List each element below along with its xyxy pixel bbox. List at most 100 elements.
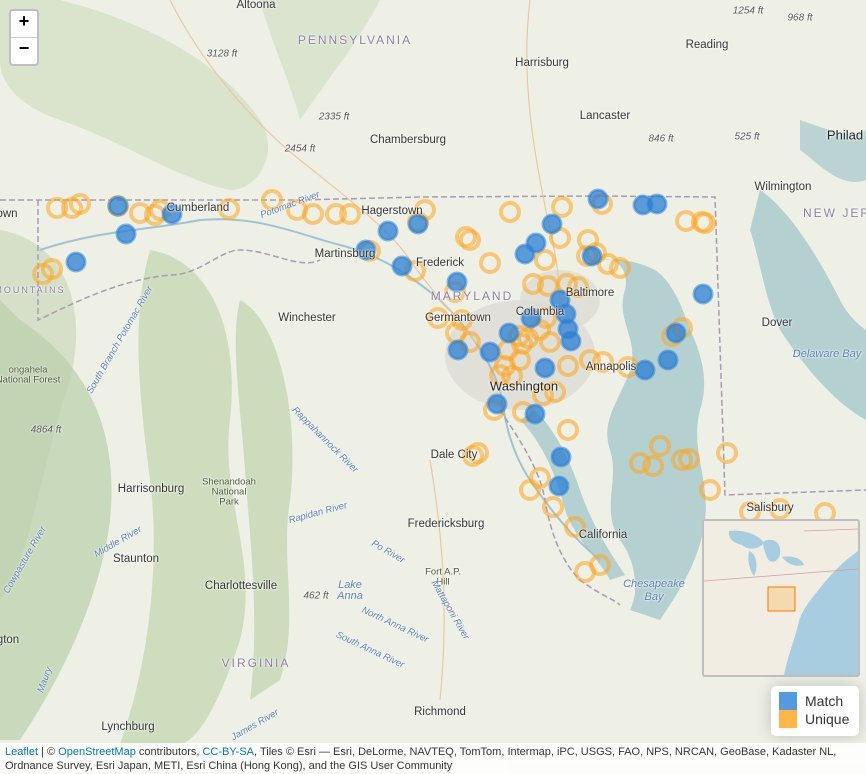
unique-marker[interactable] <box>261 189 283 211</box>
unique-marker[interactable] <box>501 365 523 387</box>
label-california: California <box>578 529 628 541</box>
unique-marker[interactable] <box>534 249 556 271</box>
unique-marker[interactable] <box>32 263 54 285</box>
label-elev-2454: 2454 ft <box>284 143 316 155</box>
unique-marker[interactable] <box>699 479 721 501</box>
unique-marker[interactable] <box>574 561 596 583</box>
match-marker[interactable] <box>377 220 399 242</box>
label-dover: Dover <box>761 317 793 329</box>
match-marker[interactable] <box>514 243 536 265</box>
match-marker[interactable] <box>520 307 542 329</box>
unique-marker[interactable] <box>769 498 791 520</box>
match-marker[interactable] <box>587 188 609 210</box>
unique-marker[interactable] <box>597 253 619 275</box>
minimap[interactable] <box>702 519 860 677</box>
unique-marker[interactable] <box>462 445 484 467</box>
unique-marker[interactable] <box>691 211 713 233</box>
unique-marker[interactable] <box>544 381 566 403</box>
label-pennsylvania: PENNSYLVANIA <box>297 33 413 47</box>
match-marker[interactable] <box>646 193 668 215</box>
unique-marker[interactable] <box>129 202 151 224</box>
minimap-viewport[interactable] <box>767 586 796 612</box>
unique-marker[interactable] <box>678 448 700 470</box>
match-marker[interactable] <box>557 318 579 340</box>
markers-layer <box>32 188 836 583</box>
label-columbia: Columbia <box>515 306 565 318</box>
label-baltimore: Baltimore <box>565 287 615 299</box>
unique-marker[interactable] <box>642 455 664 477</box>
label-elev-846: 846 ft <box>648 133 674 145</box>
zoom-out-button[interactable]: − <box>18 38 30 58</box>
unique-marker[interactable] <box>218 198 240 220</box>
label-winchester: Winchester <box>278 312 336 324</box>
label-dale-city: Dale City <box>430 449 478 461</box>
label-hagerstown: Hagerstown <box>361 205 423 217</box>
match-marker[interactable] <box>115 223 137 245</box>
unique-marker[interactable] <box>564 516 586 538</box>
label-elev-1254: 1254 ft <box>732 5 764 17</box>
match-marker[interactable] <box>548 475 570 497</box>
unique-marker[interactable] <box>592 351 614 373</box>
unique-marker[interactable] <box>427 307 449 329</box>
unique-marker[interactable] <box>69 193 91 215</box>
unique-marker[interactable] <box>557 419 579 441</box>
label-harrisburg: Harrisburg <box>515 57 569 69</box>
unique-marker[interactable] <box>302 203 324 225</box>
unique-marker[interactable] <box>459 229 481 251</box>
label-national-forest: National Forest <box>0 374 61 386</box>
unique-marker[interactable] <box>629 452 651 474</box>
unique-marker[interactable] <box>567 276 589 298</box>
match-marker[interactable] <box>479 341 501 363</box>
match-marker[interactable] <box>107 195 129 217</box>
match-marker[interactable] <box>355 239 377 261</box>
label-reading: Reading <box>685 39 729 51</box>
match-marker[interactable] <box>498 322 520 344</box>
match-marker[interactable] <box>581 245 603 267</box>
match-marker[interactable] <box>657 349 679 371</box>
unique-marker[interactable] <box>609 257 631 279</box>
osm-link[interactable]: OpenStreetMap <box>58 746 136 758</box>
label-philadelphia: Philad <box>826 127 864 143</box>
unique-marker[interactable] <box>489 364 511 386</box>
unique-marker[interactable] <box>519 479 541 501</box>
unique-marker[interactable] <box>499 201 521 223</box>
unique-marker[interactable] <box>522 273 544 295</box>
match-marker[interactable] <box>550 446 572 468</box>
attribution: Leaflet | © OpenStreetMap contributors, … <box>0 743 866 774</box>
match-marker[interactable] <box>665 322 687 344</box>
unique-marker[interactable] <box>579 349 601 371</box>
unique-marker[interactable] <box>649 435 671 457</box>
unique-marker[interactable] <box>532 384 554 406</box>
unique-marker[interactable] <box>551 196 573 218</box>
minimap-svg <box>704 521 858 675</box>
unique-marker[interactable] <box>325 203 347 225</box>
match-marker[interactable] <box>446 271 468 293</box>
unique-marker[interactable] <box>716 442 738 464</box>
match-marker[interactable] <box>534 357 556 379</box>
match-marker[interactable] <box>65 251 87 273</box>
unique-marker[interactable] <box>539 331 561 353</box>
cc-by-sa-link[interactable]: CC-BY-SA <box>202 746 255 758</box>
unique-marker[interactable] <box>542 496 564 518</box>
leaflet-link[interactable]: Leaflet <box>5 746 39 758</box>
match-marker[interactable] <box>634 359 656 381</box>
label-chambersburg: Chambersburg <box>369 134 447 146</box>
match-marker[interactable] <box>692 283 714 305</box>
unique-marker[interactable] <box>46 197 68 219</box>
unique-marker[interactable] <box>339 203 361 225</box>
match-marker[interactable] <box>486 393 508 415</box>
match-marker[interactable] <box>524 403 546 425</box>
label-fredericksburg: Fredericksburg <box>407 518 485 530</box>
match-marker[interactable] <box>541 213 563 235</box>
zoom-in-button[interactable]: + <box>11 11 37 38</box>
label-elev-4864: 4864 ft <box>30 424 62 436</box>
label-elev-462: 462 ft <box>303 590 329 602</box>
match-marker[interactable] <box>407 213 429 235</box>
match-marker[interactable] <box>447 339 469 361</box>
unique-marker[interactable] <box>557 355 579 377</box>
match-marker[interactable] <box>391 255 413 277</box>
match-marker[interactable] <box>161 203 183 225</box>
unique-marker[interactable] <box>479 252 501 274</box>
